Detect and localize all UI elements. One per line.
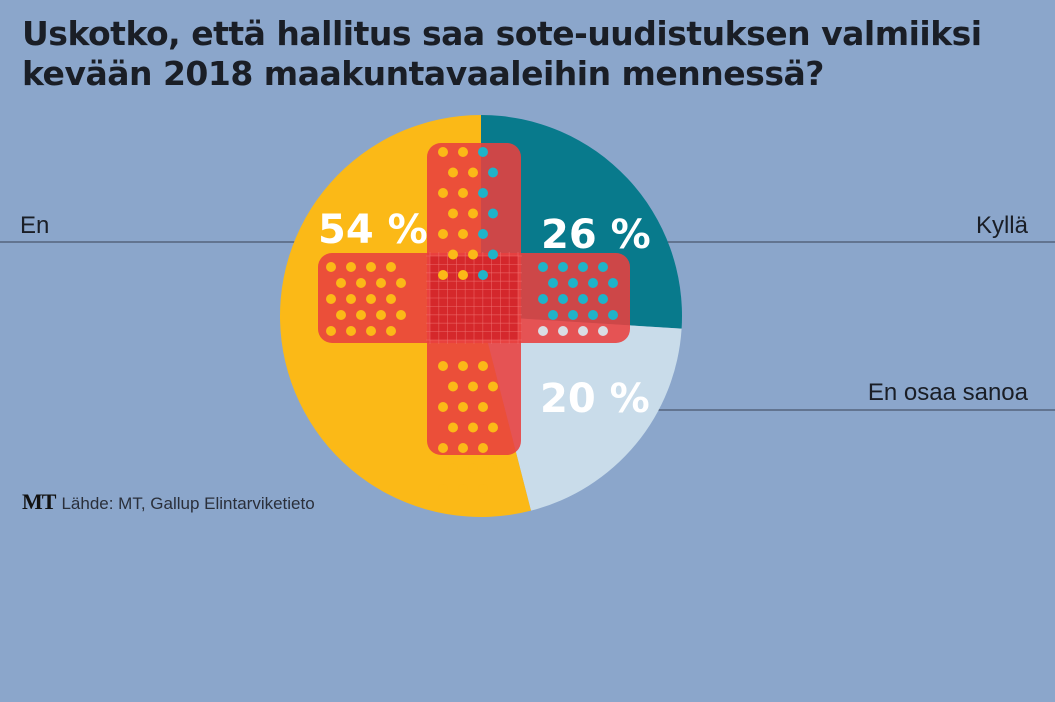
plaster-dot	[386, 326, 396, 336]
plaster-dot	[548, 310, 558, 320]
plaster-dot	[448, 463, 458, 474]
plaster-dot	[478, 361, 488, 371]
plaster-dot	[376, 310, 386, 320]
plaster-dot	[558, 326, 568, 336]
plaster-dot	[458, 188, 468, 198]
source-note: MT Lähde: MT, Gallup Elintarviketieto	[22, 489, 315, 515]
label-kylla: Kyllä	[975, 212, 1028, 239]
plaster-dot	[356, 278, 366, 288]
mt-logo: MT	[22, 489, 56, 514]
plaster-dot	[458, 402, 468, 412]
plaster-dot	[438, 443, 448, 453]
plaster-dot	[336, 278, 346, 288]
plaster-dot	[386, 262, 396, 272]
plaster-dot	[386, 294, 396, 304]
plaster-dot	[468, 167, 478, 178]
plaster-dot	[438, 361, 448, 371]
plaster-dot	[458, 443, 468, 453]
plaster-dot	[458, 484, 468, 494]
plaster-dot	[346, 326, 356, 336]
plaster-dot	[488, 381, 498, 392]
plaster-dot	[538, 326, 548, 336]
value-label-en: 54 %	[318, 207, 428, 253]
title-line-1: Uskotko, että hallitus saa sote-uudistuk…	[22, 14, 982, 53]
source-text: Lähde: MT, Gallup Elintarviketieto	[61, 494, 315, 513]
plaster-dot	[478, 188, 488, 198]
plaster-dot	[608, 278, 618, 288]
plaster-dot	[468, 422, 478, 433]
plaster-dot	[366, 262, 376, 272]
plaster-dot	[568, 310, 578, 320]
plaster-dot	[468, 208, 478, 219]
plaster-dot	[598, 326, 608, 336]
plaster-dot	[438, 229, 448, 239]
plaster-dot	[326, 262, 336, 272]
chart-title: Uskotko, että hallitus saa sote-uudistuk…	[22, 14, 1042, 94]
plaster-dot	[448, 167, 458, 178]
plaster-dot	[468, 463, 478, 474]
label-en: En	[20, 212, 50, 239]
plaster-dot	[448, 249, 458, 260]
plaster-dot	[366, 294, 376, 304]
value-label-kyll-: 26 %	[541, 212, 651, 258]
plaster-dot	[438, 484, 448, 494]
plaster-dot	[438, 270, 448, 280]
plaster-dot	[458, 147, 468, 157]
plaster-dot	[568, 278, 578, 288]
plaster-dot	[478, 443, 488, 453]
plaster-dot	[376, 278, 386, 288]
plaster-dot	[448, 422, 458, 433]
value-label-en-osaa-sanoa: 20 %	[540, 376, 650, 422]
plaster-dot	[438, 147, 448, 157]
plaster-dot	[538, 294, 548, 304]
plaster-dot	[588, 278, 598, 288]
plaster-dot	[578, 262, 588, 272]
plaster-dot	[478, 270, 488, 280]
pie-slice-en-osaa-sanoa	[481, 316, 682, 511]
plaster-dot	[478, 229, 488, 239]
plaster-dot	[438, 402, 448, 412]
plaster-dot	[366, 326, 376, 336]
plaster-dot	[548, 278, 558, 288]
plaster-dot	[558, 262, 568, 272]
plaster-dot	[488, 208, 498, 219]
plaster-dot	[346, 262, 356, 272]
plaster-dot	[488, 167, 498, 178]
plaster-dot	[396, 278, 406, 288]
plaster-dot	[396, 310, 406, 320]
plaster-dot	[608, 310, 618, 320]
title-line-2: kevään 2018 maakuntavaaleihin mennessä?	[22, 54, 824, 93]
plaster-dot	[438, 188, 448, 198]
plaster-dot	[478, 484, 488, 494]
plaster-dot	[448, 208, 458, 219]
plaster-dot	[468, 381, 478, 392]
plaster-dot	[588, 310, 598, 320]
plaster-dot	[468, 249, 478, 260]
plaster-dot	[458, 270, 468, 280]
plaster-dot	[326, 326, 336, 336]
label-en-osaa-sanoa: En osaa sanoa	[867, 379, 1028, 406]
plaster-dot	[488, 422, 498, 433]
plaster-dot	[598, 262, 608, 272]
plaster-dot	[478, 402, 488, 412]
plaster-dot	[478, 147, 488, 157]
plaster-dot	[458, 229, 468, 239]
plaster-dot	[578, 326, 588, 336]
plaster-dot	[326, 294, 336, 304]
plaster-dot	[448, 381, 458, 392]
plaster-dot	[356, 310, 366, 320]
plaster-dot	[538, 262, 548, 272]
plaster-dot	[336, 310, 346, 320]
plaster-dot	[488, 463, 498, 474]
plaster-dot	[598, 294, 608, 304]
plaster-dot	[578, 294, 588, 304]
plaster-dot	[558, 294, 568, 304]
plaster-dot	[488, 249, 498, 260]
plaster-dot	[346, 294, 356, 304]
plaster-dot	[458, 361, 468, 371]
